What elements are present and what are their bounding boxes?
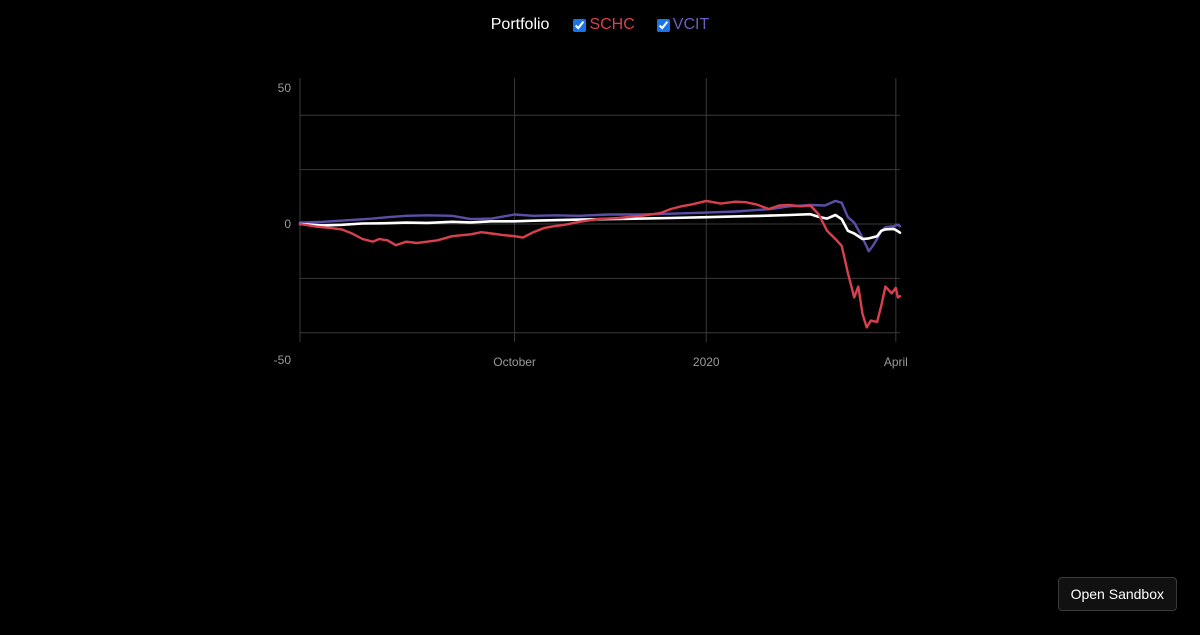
series-line-vcit: [300, 201, 900, 251]
y-tick-label: 50: [278, 81, 292, 95]
schc-checkbox[interactable]: [573, 19, 586, 32]
open-sandbox-button[interactable]: Open Sandbox: [1058, 577, 1177, 611]
legend-item-vcit[interactable]: VCIT: [657, 16, 709, 34]
x-tick-label: 2020: [693, 355, 720, 369]
chart-legend: Portfolio SCHC VCIT: [0, 16, 1200, 34]
legend-vcit-label: VCIT: [673, 16, 709, 34]
x-tick-label: April: [884, 355, 908, 369]
legend-schc-label: SCHC: [589, 16, 634, 34]
series-line-schc: [300, 201, 900, 328]
legend-item-schc[interactable]: SCHC: [573, 16, 634, 34]
y-tick-label: 0: [284, 217, 291, 231]
vcit-checkbox[interactable]: [657, 19, 670, 32]
legend-portfolio-label: Portfolio: [491, 16, 550, 34]
x-tick-label: October: [493, 355, 536, 369]
y-tick-label: -50: [274, 353, 292, 367]
